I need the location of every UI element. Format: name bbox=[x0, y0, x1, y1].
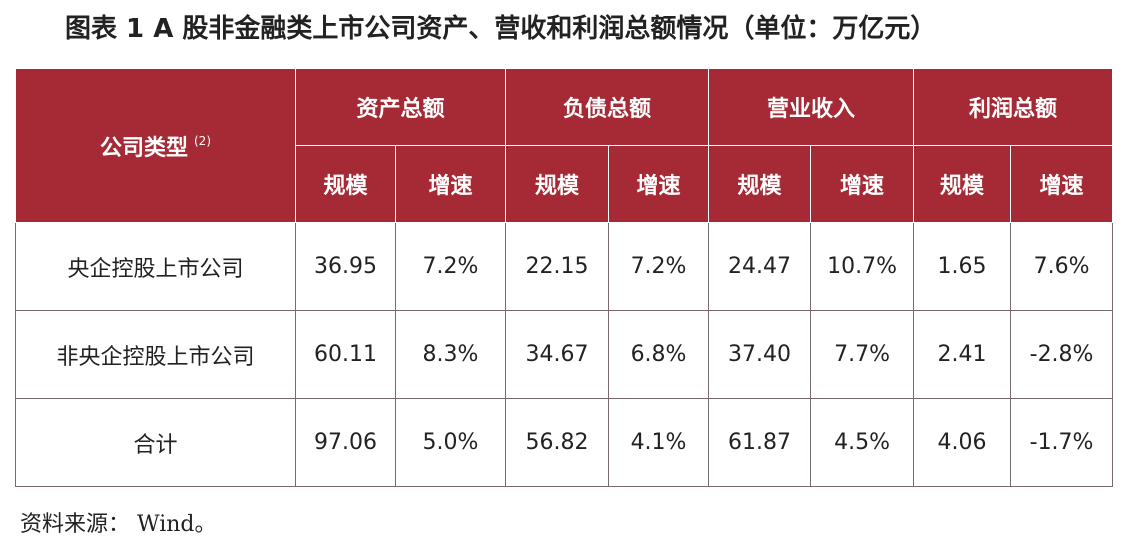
cell: -2.8% bbox=[1010, 310, 1114, 399]
row-label: 央企控股上市公司 bbox=[15, 222, 296, 311]
cell: 8.3% bbox=[394, 310, 507, 399]
cell: 6.8% bbox=[608, 310, 710, 399]
row-label: 合计 bbox=[15, 398, 296, 487]
cell: 56.82 bbox=[505, 398, 610, 487]
sub-header: 增速 bbox=[810, 145, 915, 223]
cell: 10.7% bbox=[810, 222, 915, 311]
sub-header: 规模 bbox=[708, 145, 812, 223]
cell: 4.1% bbox=[608, 398, 710, 487]
sub-header: 规模 bbox=[505, 145, 610, 223]
row-label: 非央企控股上市公司 bbox=[15, 310, 296, 399]
cell: 34.67 bbox=[505, 310, 610, 399]
corner-header: 公司类型 (2) bbox=[15, 68, 296, 223]
corner-label: 公司类型 bbox=[99, 135, 188, 161]
cell: 60.11 bbox=[295, 310, 396, 399]
group-header: 负债总额 bbox=[505, 68, 710, 146]
title: 图表 1 A 股非金融类上市公司资产、营收和利润总额情况（单位：万亿元） bbox=[65, 14, 937, 44]
group-header: 资产总额 bbox=[294, 68, 507, 146]
table-body: 央企控股上市公司 36.95 7.2% 22.15 7.2% 24.47 10.7% 1.65… bbox=[15, 222, 1114, 487]
cell: 7.7% bbox=[810, 310, 915, 399]
cell: 36.95 bbox=[295, 222, 396, 311]
cell: 61.87 bbox=[708, 398, 812, 487]
header-row: 公司类型 (2) 资产总额 负债总额 营业收入 利润总额 bbox=[15, 68, 1114, 223]
header-row: 规模 增速 规模 增速 规模 增速 规模 增速 bbox=[16, 145, 1114, 223]
cell: 37.40 bbox=[708, 310, 812, 399]
cell: 1.65 bbox=[913, 222, 1012, 311]
group-header: 利润总额 bbox=[913, 68, 1114, 146]
cell: 7.6% bbox=[1010, 222, 1114, 311]
cell: -1.7% bbox=[1010, 398, 1114, 487]
table-row: 合计 97.06 5.0% 56.82 4.1% 61.87 4.5% 4.06 -1.7% bbox=[15, 398, 1114, 487]
sub-header: 增速 bbox=[608, 145, 710, 223]
cell: 7.2% bbox=[608, 222, 710, 311]
table-row: 非央企控股上市公司 60.11 8.3% 34.67 6.8% 37.40 7.7% 2.41… bbox=[15, 310, 1114, 399]
sub-header: 规模 bbox=[913, 145, 1012, 223]
cell: 4.5% bbox=[810, 398, 915, 487]
source-note: 资料来源： Wind。 bbox=[20, 512, 217, 537]
cell: 2.41 bbox=[913, 310, 1012, 399]
cell: 22.15 bbox=[505, 222, 610, 311]
sub-header: 增速 bbox=[1010, 145, 1114, 223]
cell: 4.06 bbox=[913, 398, 1012, 487]
cell: 24.47 bbox=[708, 222, 812, 311]
data-table: 公司类型 (2) 资产总额 负债总额 营业收入 利润总额 规模 增速 规模 增速 规模 增速 规模 增速央… bbox=[15, 68, 1114, 487]
cell: 97.06 bbox=[295, 398, 396, 487]
sub-header: 规模 bbox=[295, 145, 396, 223]
cell: 5.0% bbox=[394, 398, 507, 487]
group-header: 营业收入 bbox=[708, 68, 915, 146]
sub-header: 增速 bbox=[394, 145, 507, 223]
footnote-mark: (2) bbox=[194, 133, 211, 148]
table-head: 公司类型 (2) 资产总额 负债总额 营业收入 利润总额 规模 增速 规模 增速 规模 增速 规模 增速 bbox=[15, 68, 1114, 223]
cell: 7.2% bbox=[394, 222, 507, 311]
table-row: 央企控股上市公司 36.95 7.2% 22.15 7.2% 24.47 10.7% 1.65… bbox=[15, 222, 1114, 311]
